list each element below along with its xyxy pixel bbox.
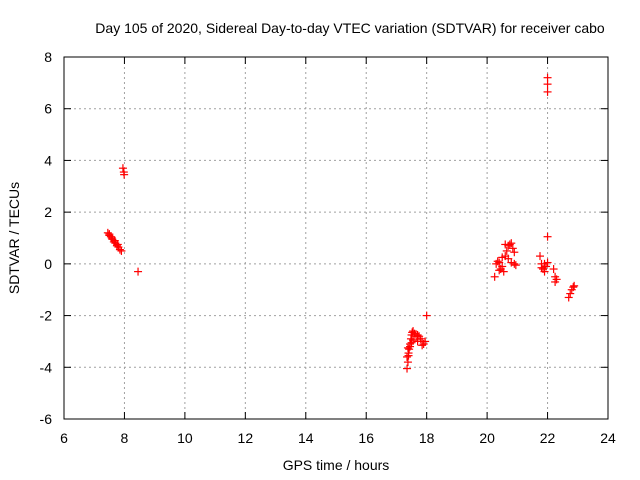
data-point <box>564 293 573 302</box>
data-point <box>552 275 561 284</box>
x-tick-label: 6 <box>60 430 68 446</box>
data-point <box>413 337 422 346</box>
data-point <box>507 239 516 248</box>
data-point <box>511 261 520 270</box>
y-tick-label: 8 <box>44 49 52 65</box>
x-tick-label: 16 <box>358 430 374 446</box>
grid-lines <box>64 57 608 419</box>
x-tick-label: 22 <box>540 430 556 446</box>
data-point <box>403 358 412 367</box>
data-point <box>495 266 504 275</box>
data-point <box>499 267 508 276</box>
axis-ticks <box>63 56 609 420</box>
data-point <box>536 252 544 261</box>
x-tick-label: 8 <box>121 430 129 446</box>
y-tick-label: -2 <box>40 308 53 324</box>
data-point <box>403 364 412 373</box>
data-point <box>498 253 507 262</box>
data-point <box>113 240 122 249</box>
data-points <box>103 73 579 373</box>
data-point <box>120 170 129 179</box>
data-point <box>134 267 143 276</box>
data-point <box>543 232 552 241</box>
x-axis-tick-labels: 6 8 10 12 14 16 18 20 22 24 <box>60 430 616 446</box>
x-tick-label: 14 <box>298 430 314 446</box>
y-tick-label: 4 <box>44 152 52 168</box>
data-point <box>566 289 575 298</box>
data-point <box>549 265 558 274</box>
x-tick-label: 24 <box>600 430 616 446</box>
data-point <box>115 245 124 254</box>
plot-frame <box>63 56 609 420</box>
data-point <box>543 80 552 89</box>
data-point <box>403 352 412 361</box>
data-point <box>403 343 412 352</box>
data-point <box>510 259 519 268</box>
x-tick-label: 12 <box>238 430 254 446</box>
y-tick-label: -4 <box>40 359 53 375</box>
x-tick-label: 10 <box>177 430 193 446</box>
y-tick-label: 6 <box>44 101 52 117</box>
data-point <box>501 240 510 249</box>
data-point <box>508 244 517 253</box>
data-point <box>543 87 552 96</box>
data-point <box>570 281 579 290</box>
data-point <box>540 259 549 268</box>
data-point <box>418 341 427 350</box>
data-point <box>569 283 578 292</box>
data-point <box>493 257 502 266</box>
y-tick-label: -6 <box>40 411 53 427</box>
y-tick-label: 2 <box>44 204 52 220</box>
x-tick-label: 20 <box>479 430 495 446</box>
data-point <box>490 272 499 281</box>
data-point <box>117 246 126 255</box>
y-axis-tick-labels: -6 -4 -2 0 2 4 6 8 <box>40 49 53 427</box>
chart-title: Day 105 of 2020, Sidereal Day-to-day VTE… <box>95 20 605 36</box>
data-point <box>404 349 413 358</box>
data-point <box>118 164 127 173</box>
data-point <box>502 246 511 255</box>
data-point <box>409 336 418 345</box>
data-point <box>510 248 519 257</box>
data-point <box>422 311 431 320</box>
x-axis-label: GPS time / hours <box>283 457 390 473</box>
y-tick-label: 0 <box>44 256 52 272</box>
x-tick-label: 18 <box>419 430 435 446</box>
y-axis-label: SDTVAR / TECUs <box>6 182 22 294</box>
